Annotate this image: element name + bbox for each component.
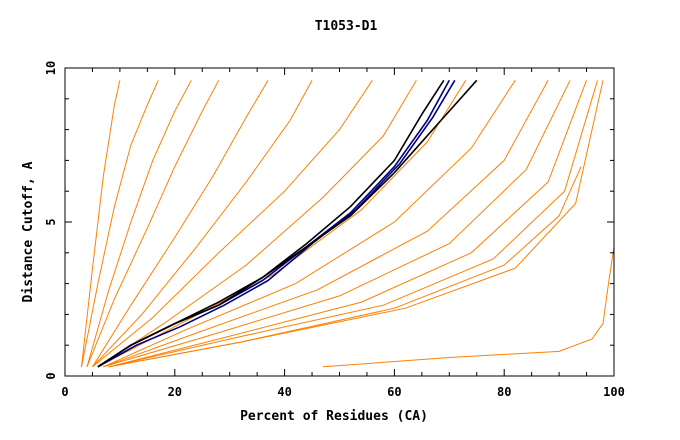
series-line-8	[97, 80, 417, 368]
series-line-11	[103, 80, 549, 368]
plot-frame	[64, 67, 615, 377]
ticks-layer: 0 20 40 60 80 100 0 5 10	[44, 61, 625, 399]
series-line-4	[86, 80, 220, 367]
series-line-9	[97, 80, 467, 368]
x-axis-label: Percent of Residues (CA)	[240, 409, 428, 424]
series-line-12	[103, 80, 571, 368]
series-line-21	[97, 79, 445, 368]
y-tick-label: 5	[44, 218, 58, 225]
x-tick-label: 40	[277, 385, 291, 399]
x-tick-label: 0	[61, 385, 68, 399]
series-line-13	[108, 80, 587, 368]
series-line-7	[92, 80, 373, 368]
y-tick-label: 10	[44, 61, 58, 75]
series-line-3	[86, 80, 192, 367]
series-line-18	[97, 79, 451, 368]
series-line-5	[92, 80, 269, 368]
x-tick-label: 100	[603, 385, 625, 399]
series-layer	[81, 79, 615, 368]
series-line-20	[97, 79, 478, 368]
x-tick-label: 20	[168, 385, 182, 399]
x-tick-label: 60	[387, 385, 401, 399]
series-line-1	[81, 80, 121, 367]
y-tick-label: 0	[44, 372, 58, 379]
series-line-6	[92, 80, 313, 368]
series-line-19	[97, 79, 456, 368]
series-line-14	[108, 80, 598, 368]
chart-title: T1053-D1	[315, 19, 378, 34]
y-axis-label: Distance Cutoff, A	[21, 161, 36, 302]
series-line-2	[81, 80, 159, 367]
x-tick-label: 80	[497, 385, 511, 399]
series-line-16	[108, 166, 582, 368]
series-line-10	[103, 80, 516, 368]
